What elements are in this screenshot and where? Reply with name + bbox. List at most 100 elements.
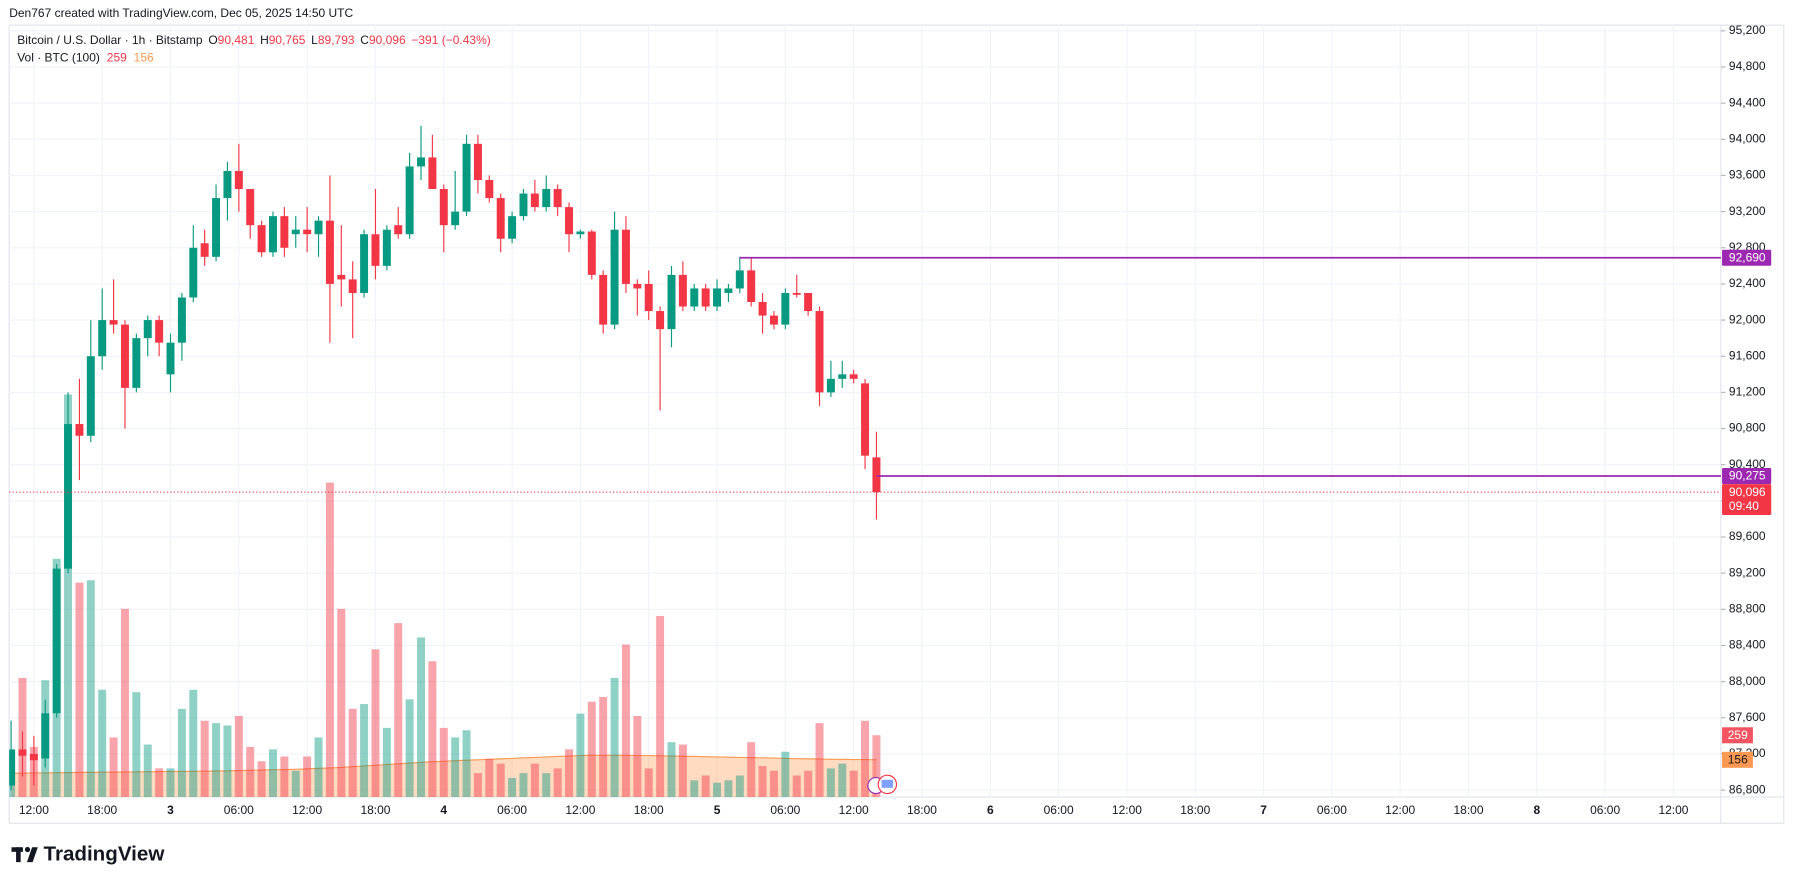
candle-body (587, 231, 596, 275)
volume-ma-line (11, 754, 877, 774)
price-badge-label: 92,690 (1729, 250, 1766, 264)
candle-body (269, 216, 277, 253)
candle-body (599, 274, 608, 325)
volume-bar (451, 737, 460, 797)
volume-bar (724, 780, 733, 797)
candle-body (200, 243, 209, 257)
volume-bar (189, 689, 198, 797)
legend-volume-ma: 156 (134, 50, 154, 64)
candle-body (565, 207, 574, 235)
candle-body (360, 234, 369, 293)
candle-body (246, 189, 255, 226)
candle-body (747, 270, 756, 303)
candle-body (508, 216, 517, 239)
candle-body (52, 568, 61, 714)
volume-bar (599, 696, 608, 797)
candle-body (633, 283, 642, 289)
y-tick-label: 90,800 (1729, 421, 1766, 435)
volume-bar (246, 746, 255, 797)
y-tick-label: 89,600 (1729, 529, 1766, 543)
volume-bar (337, 608, 346, 797)
volume-bar (849, 770, 858, 797)
x-tick-label: 06:00 (1044, 803, 1074, 817)
x-tick-label: 18:00 (87, 803, 117, 817)
volume-bar (838, 763, 847, 797)
candle-body (75, 424, 84, 436)
volume-pane (9, 394, 881, 797)
legend-volume-value: 259 (107, 50, 127, 64)
volume-bar (701, 775, 710, 797)
x-tick-label: 12:00 (565, 803, 595, 817)
candle-body (234, 170, 243, 190)
x-tick-label: 06:00 (770, 803, 800, 817)
candle-body (542, 189, 551, 208)
volume-bar (132, 692, 141, 797)
candle-body (781, 292, 790, 325)
legend-key: C (360, 33, 369, 47)
y-tick-label: 93,600 (1729, 168, 1766, 182)
candle-body (792, 292, 801, 295)
volume-bar (155, 768, 164, 797)
volume-bar (371, 649, 380, 797)
candle-body (428, 157, 437, 190)
candle-body (838, 374, 847, 379)
volume-bar (781, 751, 790, 797)
x-tick-label: 18:00 (360, 803, 390, 817)
volume-bar (462, 730, 471, 797)
last-price-label: 90,096 (1729, 485, 1766, 499)
volume-bar (348, 708, 357, 797)
volume-bar (496, 763, 505, 797)
y-tick-label: 95,200 (1729, 23, 1766, 37)
price-badge-label: 90,275 (1729, 469, 1766, 483)
candle-body (872, 457, 881, 493)
flag-icon (881, 779, 894, 788)
candle-body (724, 288, 733, 293)
candle-body (303, 229, 312, 235)
candle-body (280, 216, 289, 248)
legend-volume: Vol · BTC (100) 259 156 (17, 50, 154, 64)
volume-bar (667, 742, 676, 797)
volume-bar (656, 615, 665, 797)
volume-bar (428, 661, 437, 797)
candle-body (337, 274, 346, 280)
volume-bar (382, 727, 391, 797)
y-tick-label: 92,400 (1729, 276, 1766, 290)
volume-bar (325, 482, 334, 797)
volume-bar (587, 701, 596, 797)
candle-body (405, 166, 414, 235)
candle-body (155, 320, 164, 343)
x-tick-label: 12:00 (1112, 803, 1142, 817)
volume-bar (735, 775, 744, 797)
volume-bar (610, 677, 619, 797)
y-tick-label: 92,000 (1729, 312, 1766, 326)
legend-volume-name: Vol · BTC (100) (17, 50, 100, 64)
candle-body (530, 193, 539, 208)
volume-bar (257, 761, 266, 797)
candle-body (769, 315, 778, 325)
volume-bar (98, 689, 107, 797)
x-tick-label: 18:00 (634, 803, 664, 817)
candle-body (656, 311, 665, 330)
volume-bar (678, 744, 687, 797)
logo-shape (26, 847, 38, 863)
volume-bar (291, 770, 300, 797)
candle-body (473, 143, 482, 180)
volume-ma-badge (1722, 751, 1753, 768)
event-icons (867, 774, 898, 795)
x-tick-label: 18:00 (1180, 803, 1210, 817)
volume-bar (473, 773, 482, 797)
x-tick-label: 7 (1260, 803, 1267, 817)
candle-body (29, 753, 38, 761)
volume-bar (747, 742, 756, 797)
volume-bar (177, 708, 186, 797)
volume-badge-label: 259 (1728, 728, 1748, 742)
overlays: 86,80087,20087,60088,00088,40088,80089,2… (9, 23, 1772, 817)
candle-body (462, 143, 471, 212)
legend-key: O (208, 33, 217, 47)
candle-body (485, 179, 494, 199)
brand-name: TradingView (44, 843, 166, 866)
volume-bar (553, 768, 562, 797)
candle-body (394, 225, 403, 235)
